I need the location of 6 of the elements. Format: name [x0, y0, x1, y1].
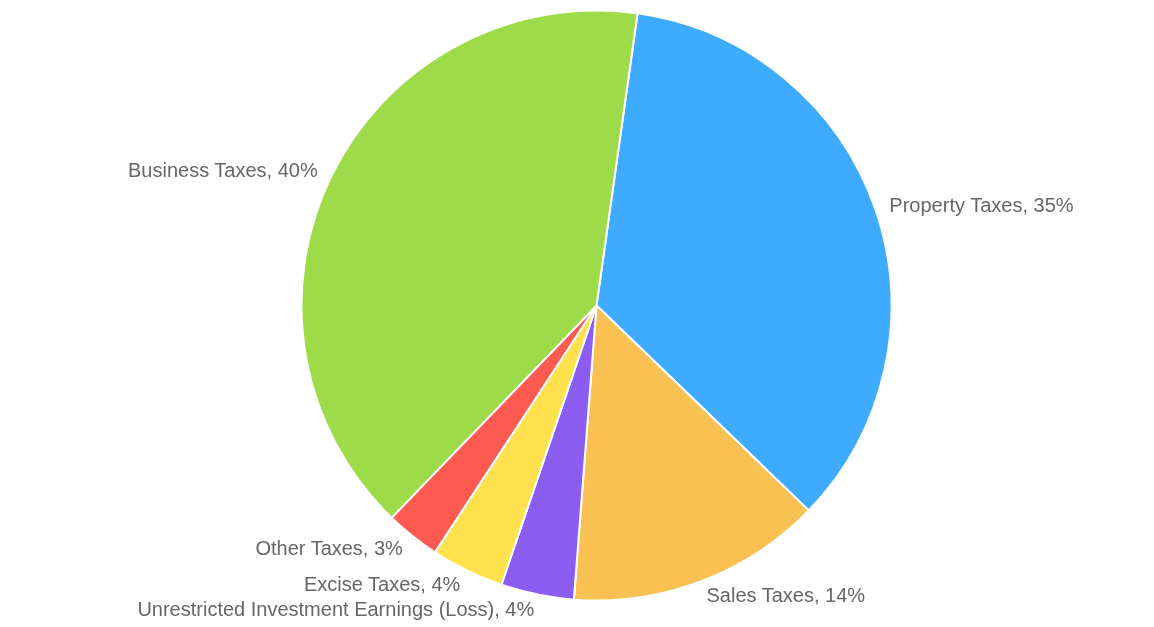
- slice-label: Sales Taxes, 14%: [706, 584, 866, 607]
- slice-label: Other Taxes, 3%: [255, 536, 404, 559]
- slice-label: Property Taxes, 35%: [889, 193, 1074, 216]
- slice-label: Excise Taxes, 4%: [303, 572, 461, 595]
- slice-label: Business Taxes, 40%: [128, 158, 318, 181]
- slice-label: Unrestricted Investment Earnings (Loss), 4%: [137, 597, 535, 620]
